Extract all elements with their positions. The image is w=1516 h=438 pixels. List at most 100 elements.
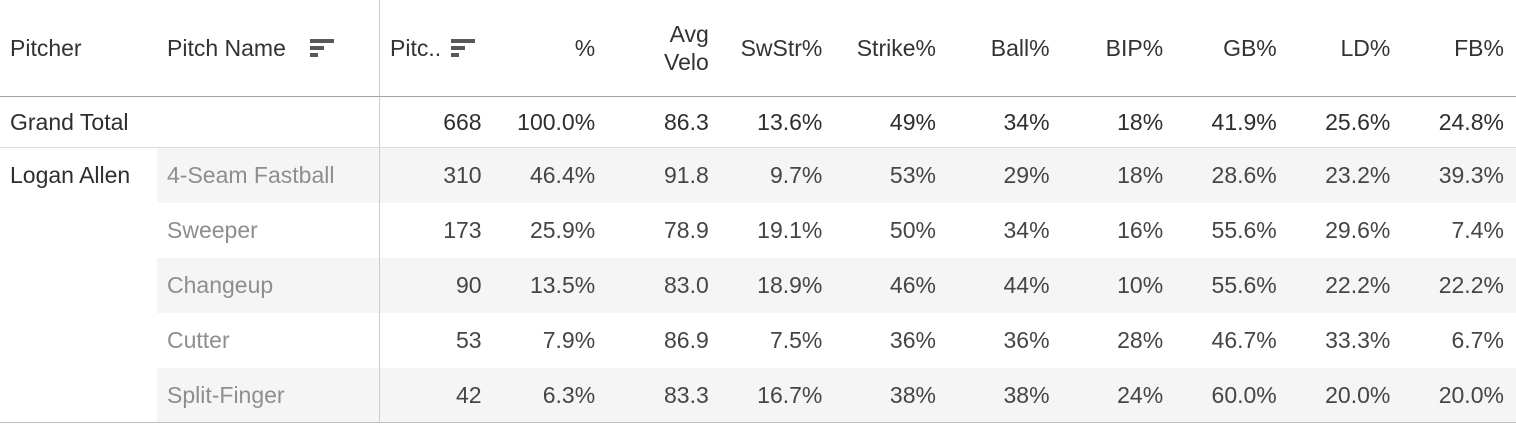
table-cell-pct[interactable]: 6.3% [493, 368, 608, 423]
table-cell-value: 83.0 [664, 272, 709, 298]
table-cell-ball-pct[interactable]: 36% [947, 313, 1062, 368]
table-cell-value: 28% [1117, 327, 1164, 353]
column-header-swstr-pct[interactable]: SwStr% [720, 0, 835, 97]
table-cell-pitches[interactable]: 90 [380, 258, 494, 313]
table-cell-value: 53 [456, 327, 482, 353]
column-header-gb-pct[interactable]: GB% [1175, 0, 1289, 97]
pitcher-row-header[interactable] [0, 258, 157, 313]
column-header-pitches[interactable]: Pitc.. [380, 0, 494, 97]
table-cell-ball-pct[interactable]: 44% [947, 258, 1062, 313]
column-header-ld-pct[interactable]: LD% [1288, 0, 1403, 97]
grand-total-value-cell[interactable]: 49% [834, 97, 948, 148]
table-cell-avg-velo[interactable]: 83.3 [607, 368, 721, 423]
table-cell-swstr-pct[interactable]: 7.5% [720, 313, 835, 368]
table-cell-pitches[interactable]: 53 [380, 313, 494, 368]
column-header-label: Avg Velo [664, 20, 709, 75]
column-header-fb-pct[interactable]: FB% [1402, 0, 1516, 97]
grand-total-value-cell[interactable]: 100.0% [493, 97, 608, 148]
table-cell-value: 20.0% [1438, 381, 1504, 408]
column-header-ball-pct[interactable]: Ball% [947, 0, 1062, 97]
grand-total-value: 24.8% [1438, 108, 1504, 135]
table-cell-gb-pct[interactable]: 55.6% [1175, 258, 1289, 313]
table-cell-avg-velo[interactable]: 83.0 [607, 258, 721, 313]
grand-total-value-cell[interactable]: 34% [947, 97, 1062, 148]
grand-total-value-cell[interactable]: 24.8% [1402, 97, 1516, 148]
table-cell-strike-pct[interactable]: 38% [834, 368, 948, 423]
grand-total-value-cell[interactable]: 13.6% [720, 97, 835, 148]
sort-bar [451, 53, 460, 57]
table-cell-bip-pct[interactable]: 18% [1061, 148, 1176, 203]
table-cell-pct[interactable]: 7.9% [493, 313, 608, 368]
table-cell-value: 29% [1003, 162, 1050, 188]
grand-total-row-header[interactable]: Grand Total [0, 97, 157, 148]
pitch-name-cell[interactable]: Sweeper [157, 203, 380, 258]
column-header-pitch-name[interactable]: Pitch Name [157, 0, 380, 97]
table-cell-bip-pct[interactable]: 28% [1061, 313, 1176, 368]
table-cell-fb-pct[interactable]: 7.4% [1402, 203, 1516, 258]
sort-descending-icon[interactable] [451, 39, 476, 57]
table-cell-avg-velo[interactable]: 78.9 [607, 203, 721, 258]
table-cell-swstr-pct[interactable]: 16.7% [720, 368, 835, 423]
column-header-strike-pct[interactable]: Strike% [834, 0, 948, 97]
table-cell-pitches[interactable]: 42 [380, 368, 494, 423]
table-cell-value: 310 [443, 162, 482, 188]
table-cell-ball-pct[interactable]: 38% [947, 368, 1062, 423]
table-cell-gb-pct[interactable]: 28.6% [1175, 148, 1289, 203]
table-cell-value: 10% [1117, 272, 1164, 298]
pitch-name-cell[interactable]: Changeup [157, 258, 380, 313]
table-cell-value: 19.1% [757, 217, 823, 243]
table-cell-gb-pct[interactable]: 60.0% [1175, 368, 1289, 423]
table-cell-swstr-pct[interactable]: 9.7% [720, 148, 835, 203]
table-cell-gb-pct[interactable]: 55.6% [1175, 203, 1289, 258]
column-header-pitcher[interactable]: Pitcher [0, 0, 157, 97]
table-cell-pitches[interactable]: 310 [380, 148, 494, 203]
grand-total-value-cell[interactable]: 86.3 [607, 97, 721, 148]
column-header-avg-velo[interactable]: Avg Velo [607, 0, 721, 97]
table-cell-bip-pct[interactable]: 16% [1061, 203, 1176, 258]
table-cell-swstr-pct[interactable]: 19.1% [720, 203, 835, 258]
table-cell-pct[interactable]: 25.9% [493, 203, 608, 258]
table-cell-pitches[interactable]: 173 [380, 203, 494, 258]
column-header-label: Pitc.. [390, 34, 442, 61]
pitcher-row-header[interactable] [0, 368, 157, 423]
table-cell-ld-pct[interactable]: 29.6% [1288, 203, 1403, 258]
table-cell-fb-pct[interactable]: 22.2% [1402, 258, 1516, 313]
table-cell-ld-pct[interactable]: 23.2% [1288, 148, 1403, 203]
table-cell-ld-pct[interactable]: 20.0% [1288, 368, 1403, 423]
table-cell-ld-pct[interactable]: 22.2% [1288, 258, 1403, 313]
column-header-bip-pct[interactable]: BIP% [1061, 0, 1176, 97]
table-cell-pct[interactable]: 13.5% [493, 258, 608, 313]
table-cell-avg-velo[interactable]: 86.9 [607, 313, 721, 368]
grand-total-value-cell[interactable]: 18% [1061, 97, 1176, 148]
pitch-name-cell[interactable]: Split-Finger [157, 368, 380, 423]
table-cell-strike-pct[interactable]: 36% [834, 313, 948, 368]
table-cell-ball-pct[interactable]: 34% [947, 203, 1062, 258]
table-cell-value: 38% [1003, 381, 1050, 408]
table-cell-bip-pct[interactable]: 24% [1061, 368, 1176, 423]
grand-total-value-cell[interactable]: 668 [380, 97, 494, 148]
table-cell-pct[interactable]: 46.4% [493, 148, 608, 203]
table-cell-fb-pct[interactable]: 20.0% [1402, 368, 1516, 423]
pitch-name-cell[interactable]: 4-Seam Fastball [157, 148, 380, 203]
table-cell-strike-pct[interactable]: 46% [834, 258, 948, 313]
pitcher-row-header[interactable] [0, 203, 157, 258]
table-cell-strike-pct[interactable]: 50% [834, 203, 948, 258]
table-cell-ld-pct[interactable]: 33.3% [1288, 313, 1403, 368]
table-cell-gb-pct[interactable]: 46.7% [1175, 313, 1289, 368]
column-header-pct[interactable]: % [493, 0, 608, 97]
table-cell-value: 90 [456, 272, 482, 298]
pitch-name-cell[interactable]: Cutter [157, 313, 380, 368]
table-cell-avg-velo[interactable]: 91.8 [607, 148, 721, 203]
table-cell-bip-pct[interactable]: 10% [1061, 258, 1176, 313]
pitcher-row-header[interactable] [0, 313, 157, 368]
grand-total-value-cell[interactable]: 25.6% [1288, 97, 1403, 148]
table-cell-ball-pct[interactable]: 29% [947, 148, 1062, 203]
pitcher-row-header[interactable]: Logan Allen [0, 148, 157, 203]
sort-descending-icon[interactable] [309, 39, 334, 57]
table-cell-fb-pct[interactable]: 39.3% [1402, 148, 1516, 203]
table-cell-strike-pct[interactable]: 53% [834, 148, 948, 203]
table-cell-swstr-pct[interactable]: 18.9% [720, 258, 835, 313]
grand-total-value-cell[interactable]: 41.9% [1175, 97, 1289, 148]
table-cell-fb-pct[interactable]: 6.7% [1402, 313, 1516, 368]
